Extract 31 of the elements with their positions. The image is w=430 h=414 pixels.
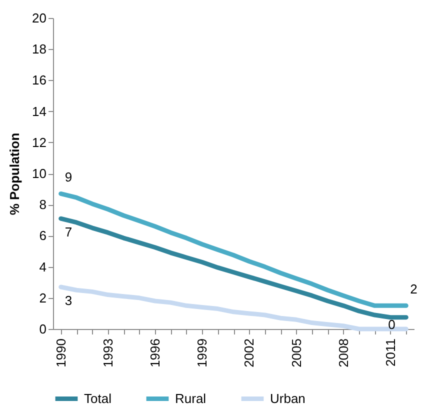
x-tick-label: 2011 <box>382 338 398 366</box>
y-tick-label: 8 <box>39 197 46 212</box>
legend-label: Total <box>84 390 112 406</box>
data-label: 3 <box>64 293 72 308</box>
legend-label: Urban <box>270 390 306 406</box>
y-tick-label: 2 <box>39 290 46 306</box>
y-axis-title: % Population <box>7 132 22 216</box>
y-tick-label: 14 <box>32 104 46 119</box>
x-tick-label: 2002 <box>242 338 257 368</box>
line-series <box>58 191 408 308</box>
y-tick-label: 0 <box>39 322 46 336</box>
data-label: 7 <box>64 224 72 240</box>
data-label: 2 <box>410 282 418 297</box>
data-label: 9 <box>64 170 72 185</box>
line-series <box>58 216 408 320</box>
x-tick-label: 2005 <box>288 338 304 368</box>
y-tick-label: 16 <box>32 72 46 88</box>
x-tick-label: 2008 <box>336 338 351 368</box>
y-tick-label: 6 <box>39 228 46 244</box>
y-tick-label: 18 <box>32 42 46 57</box>
y-tick-label: 4 <box>39 259 46 274</box>
y-tick-label: 10 <box>32 166 46 181</box>
x-tick-label: 1993 <box>100 338 116 368</box>
x-tick-label: 1996 <box>148 338 163 368</box>
legend-label: Rural <box>175 390 206 406</box>
x-tick-label: 1999 <box>194 338 210 368</box>
line-series <box>58 284 408 332</box>
x-tick-label: 1990 <box>53 338 68 368</box>
y-tick-label: 20 <box>32 10 46 26</box>
data-label: 0 <box>388 317 396 332</box>
y-tick-label: 12 <box>32 134 46 150</box>
